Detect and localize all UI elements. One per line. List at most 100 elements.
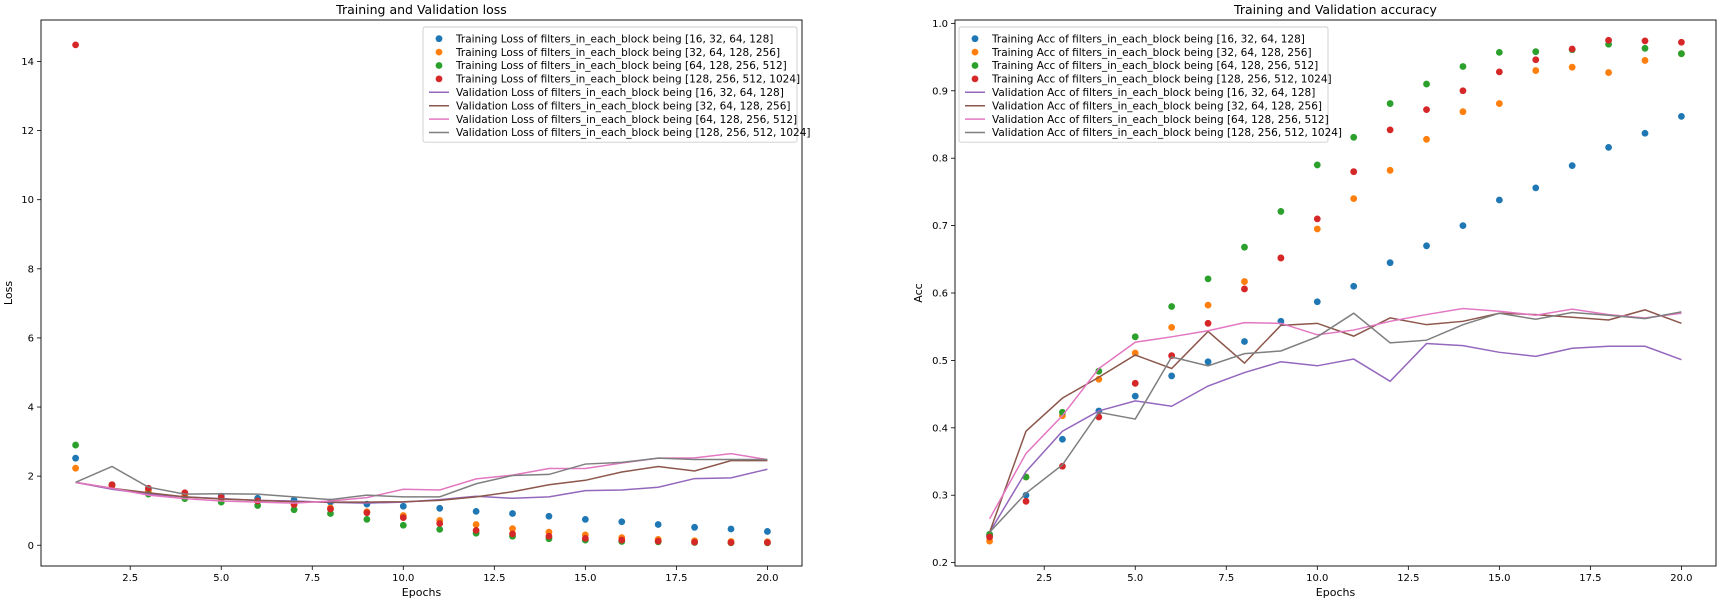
accuracy-validation-line-7	[989, 311, 1682, 533]
accuracy-training-point	[1168, 323, 1176, 331]
loss-y-tick-label: 14	[21, 57, 34, 68]
accuracy-training-point	[1459, 63, 1467, 70]
accuracy-chart-title: Training and Validation accuracy	[1233, 2, 1437, 17]
accuracy-legend-entry: Training Acc of filters_in_each_block be…	[991, 47, 1312, 59]
accuracy-legend-entry: Training Acc of filters_in_each_block be…	[991, 74, 1332, 86]
accuracy-training-point	[1386, 259, 1394, 267]
loss-training-point	[72, 454, 79, 462]
accuracy-x-tick-label: 20.0	[1670, 573, 1692, 584]
accuracy-training-point	[1059, 435, 1066, 443]
accuracy-training-point	[1605, 36, 1612, 44]
accuracy-training-point	[1459, 87, 1467, 95]
loss-training-point	[509, 510, 516, 517]
loss-chart-xlabel: Epochs	[402, 586, 442, 599]
loss-legend: Training Loss of filters_in_each_block b…	[422, 26, 811, 143]
loss-training-point	[108, 481, 116, 489]
accuracy-training-point	[1678, 38, 1685, 46]
loss-training-point	[654, 521, 662, 528]
accuracy-y-tick-label: 0.5	[932, 356, 948, 367]
accuracy-training-point	[1277, 208, 1285, 215]
accuracy-training-point	[1495, 196, 1503, 204]
accuracy-legend-entry: Validation Acc of filters_in_each_block …	[992, 87, 1315, 99]
accuracy-x-tick-label: 2.5	[1036, 573, 1052, 584]
accuracy-training-point	[1678, 50, 1685, 58]
loss-legend-entry: Validation Loss of filters_in_each_block…	[456, 127, 811, 139]
accuracy-validation-line-6	[988, 307, 1682, 520]
loss-validation-line-5	[75, 459, 768, 503]
accuracy-training-point	[1641, 44, 1649, 52]
loss-legend-entry: Training Loss of filters_in_each_block b…	[455, 33, 773, 45]
accuracy-training-point	[1131, 379, 1139, 387]
accuracy-training-point	[1241, 243, 1248, 251]
loss-training-point	[399, 502, 407, 510]
loss-series-1	[72, 464, 771, 546]
accuracy-training-point	[1423, 242, 1430, 250]
accuracy-training-point	[1532, 56, 1540, 64]
loss-y-tick-label: 6	[28, 333, 34, 344]
accuracy-training-point	[1168, 303, 1176, 310]
accuracy-legend-entry: Training Acc of filters_in_each_block be…	[991, 33, 1305, 45]
loss-training-point	[363, 515, 371, 523]
loss-legend-swatch	[435, 48, 443, 56]
accuracy-training-point	[1568, 63, 1576, 71]
accuracy-training-point	[1532, 48, 1540, 56]
loss-training-point	[472, 508, 480, 515]
loss-y-tick-label: 12	[21, 126, 34, 137]
accuracy-y-tick-label: 0.9	[932, 86, 948, 97]
loss-training-point	[618, 536, 626, 544]
accuracy-training-point	[1241, 278, 1248, 285]
accuracy-training-point	[1459, 222, 1467, 229]
loss-x-tick-label: 7.5	[304, 573, 320, 584]
loss-legend-swatch	[435, 62, 443, 69]
accuracy-legend-entry: Validation Acc of filters_in_each_block …	[992, 114, 1329, 126]
accuracy-x-tick-label: 7.5	[1218, 573, 1234, 584]
accuracy-plot-area	[986, 36, 1685, 545]
loss-training-point	[691, 538, 698, 546]
accuracy-legend-swatch	[971, 75, 979, 83]
loss-legend-entry: Validation Loss of filters_in_each_block…	[456, 87, 784, 99]
loss-chart-ylabel: Loss	[2, 281, 15, 305]
accuracy-chart-xlabel: Epochs	[1316, 586, 1356, 599]
loss-training-point	[764, 528, 771, 535]
accuracy-y-tick-label: 0.8	[932, 154, 948, 165]
loss-y-tick-label: 8	[28, 264, 34, 275]
loss-training-point	[217, 494, 225, 501]
loss-x-tick-label: 2.5	[122, 573, 138, 584]
accuracy-y-tick-label: 0.6	[932, 289, 948, 300]
accuracy-x-tick-label: 10.0	[1306, 573, 1328, 584]
accuracy-training-point	[1495, 68, 1503, 76]
loss-legend-entry: Training Loss of filters_in_each_block b…	[455, 47, 780, 59]
accuracy-training-point	[1204, 275, 1212, 283]
loss-x-tick-label: 20.0	[756, 573, 778, 584]
loss-training-point	[581, 534, 589, 542]
accuracy-training-point	[1605, 69, 1612, 76]
accuracy-legend: Training Acc of filters_in_each_block be…	[958, 26, 1342, 143]
accuracy-x-tick-label: 12.5	[1397, 573, 1419, 584]
accuracy-y-tick-label: 0.7	[932, 221, 948, 232]
loss-training-point	[399, 514, 407, 522]
accuracy-training-point	[1241, 338, 1248, 345]
loss-y-tick-label: 4	[28, 403, 34, 414]
loss-legend-entry: Training Loss of filters_in_each_block b…	[455, 60, 787, 72]
loss-training-point	[727, 525, 735, 533]
accuracy-training-point	[1168, 372, 1176, 380]
accuracy-legend-swatch	[971, 62, 979, 69]
loss-training-point	[545, 532, 553, 540]
accuracy-legend-entry: Validation Acc of filters_in_each_block …	[992, 100, 1322, 112]
accuracy-training-point	[1532, 184, 1540, 192]
loss-x-tick-label: 5.0	[213, 573, 229, 584]
accuracy-training-point	[1678, 112, 1685, 120]
accuracy-legend-swatch	[971, 48, 979, 56]
accuracy-training-point	[986, 533, 993, 541]
accuracy-training-point	[1568, 45, 1576, 53]
accuracy-y-tick-label: 0.4	[932, 423, 948, 434]
loss-series-5	[75, 459, 768, 503]
accuracy-series-7	[989, 311, 1682, 533]
accuracy-training-point	[1204, 301, 1212, 309]
loss-training-point	[545, 512, 553, 520]
accuracy-training-point	[1022, 491, 1030, 499]
loss-training-point	[472, 521, 480, 528]
accuracy-training-point	[1131, 392, 1139, 400]
accuracy-training-point	[1313, 225, 1321, 233]
